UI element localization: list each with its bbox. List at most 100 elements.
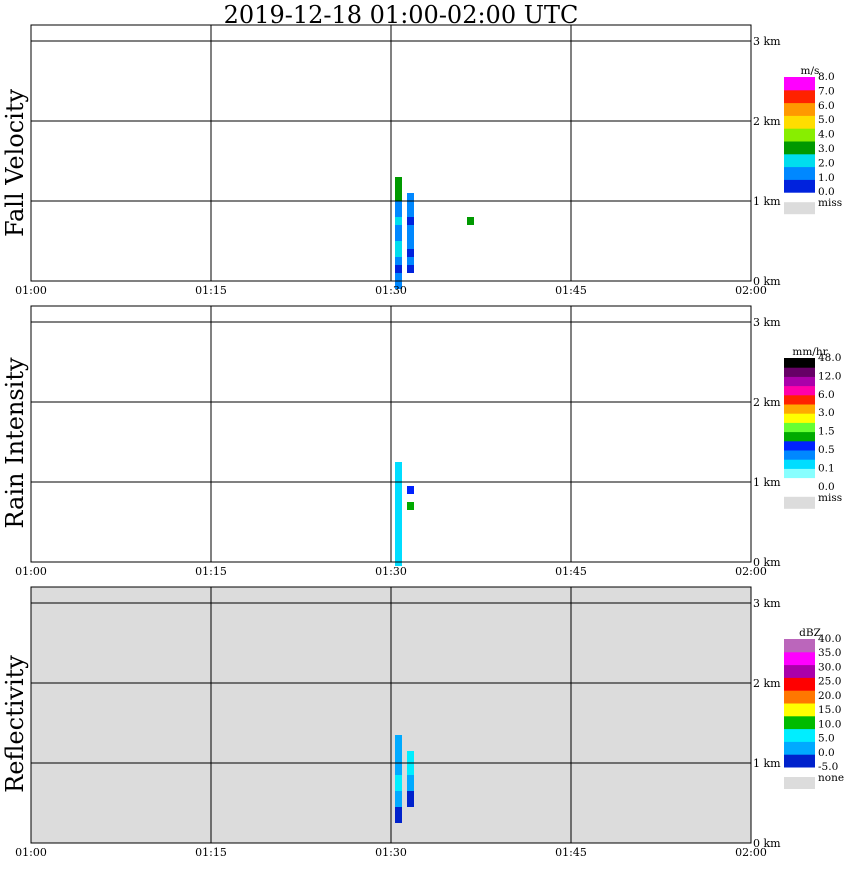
x-tick-label: 01:45 bbox=[555, 846, 587, 859]
rain-intensity-colorbar-swatch bbox=[784, 440, 815, 451]
reflectivity-data-cell bbox=[395, 735, 402, 759]
fall-velocity-panel: Fall Velocity 01:00 01:15 01:30 01:45 02:000… bbox=[1, 24, 842, 297]
reflectivity-colorbar-label: 15.0 bbox=[818, 704, 841, 716]
reflectivity-missing-swatch bbox=[784, 777, 815, 789]
reflectivity-colorbar-swatch bbox=[784, 651, 815, 666]
fall-velocity-colorbar-swatch bbox=[784, 89, 815, 104]
rain-intensity-colorbar-label: 0.0 bbox=[818, 481, 835, 493]
y-tick-label: 2 km bbox=[753, 396, 781, 409]
rain-intensity-colorbar-swatch bbox=[784, 358, 815, 368]
x-tick-label: 01:15 bbox=[195, 846, 227, 859]
rain-intensity-colorbar-swatch bbox=[784, 422, 815, 433]
reflectivity-colorbar-swatch bbox=[784, 728, 815, 742]
reflectivity-colorbar-swatch bbox=[784, 664, 815, 678]
reflectivity-data-cell bbox=[407, 767, 414, 791]
rain-intensity-data-cell bbox=[395, 510, 402, 534]
fall-velocity-colorbar-label: 2.0 bbox=[818, 157, 835, 169]
rain-intensity-colorbar-swatch bbox=[784, 468, 815, 479]
reflectivity-colorbar-label: 0.0 bbox=[818, 747, 835, 759]
rain-intensity-colorbar-label: 0.1 bbox=[818, 462, 835, 474]
fall-velocity-data-cell bbox=[395, 177, 402, 201]
fall-velocity-data-cell bbox=[407, 193, 414, 217]
fall-velocity-colorbar-swatch bbox=[784, 166, 815, 180]
fall-velocity-colorbar-swatch bbox=[784, 179, 815, 193]
reflectivity-data-cell bbox=[407, 783, 414, 807]
reflectivity-data-cell bbox=[395, 799, 402, 823]
y-tick-label: 0 km bbox=[753, 275, 781, 288]
rain-intensity-colorbar-label: 3.0 bbox=[818, 407, 835, 419]
reflectivity-colorbar-swatch bbox=[784, 690, 815, 704]
fall-velocity-colorbar-swatch bbox=[784, 153, 815, 168]
reflectivity-colorbar-label: 30.0 bbox=[818, 661, 841, 673]
x-tick-label: 01:15 bbox=[195, 284, 227, 297]
reflectivity-colorbar-label: 5.0 bbox=[818, 733, 835, 745]
rain-intensity-data-cell bbox=[395, 526, 402, 550]
reflectivity-colorbar-swatch bbox=[784, 677, 815, 691]
rain-intensity-colorbar-swatch bbox=[784, 394, 815, 405]
y-tick-label: 1 km bbox=[753, 195, 781, 208]
x-tick-label: 01:45 bbox=[555, 284, 587, 297]
fall-velocity-data-cell bbox=[407, 225, 414, 249]
reflectivity-data-cell bbox=[395, 767, 402, 791]
y-tick-label: 2 km bbox=[753, 115, 781, 128]
fall-velocity-missing-label: miss bbox=[818, 197, 842, 209]
reflectivity-colorbar-swatch bbox=[784, 639, 815, 653]
x-tick-label: 01:00 bbox=[15, 846, 47, 859]
fall-velocity-colorbar-swatch bbox=[784, 102, 815, 116]
rain-intensity-colorbar-swatch bbox=[784, 450, 815, 460]
fall-velocity-colorbar-label: 1.0 bbox=[818, 172, 835, 184]
reflectivity-colorbar-label: 40.0 bbox=[818, 633, 841, 645]
rain-intensity-colorbar-label: 0.5 bbox=[818, 444, 835, 456]
fall-velocity-colorbar-label: 3.0 bbox=[818, 143, 835, 155]
x-tick-label: 01:00 bbox=[15, 284, 47, 297]
reflectivity-colorbar-swatch bbox=[784, 741, 815, 755]
reflectivity-missing-label: none bbox=[818, 772, 844, 784]
x-tick-label: 02:00 bbox=[735, 846, 767, 859]
reflectivity-colorbar-label: 10.0 bbox=[818, 718, 841, 730]
y-tick-label: 2 km bbox=[753, 677, 781, 690]
rain-intensity-data-cell bbox=[395, 478, 402, 502]
rain-intensity-data-cell bbox=[407, 486, 414, 494]
rain-intensity-colorbar-swatch bbox=[784, 367, 815, 377]
x-tick-label: 01:45 bbox=[555, 565, 587, 578]
fall-velocity-data-cell bbox=[467, 217, 474, 225]
rain-intensity-missing-label: miss bbox=[818, 492, 842, 504]
fall-velocity-frame bbox=[30, 24, 752, 282]
y-tick-label: 1 km bbox=[753, 757, 781, 770]
figure-title: 2019-12-18 01:00-02:00 UTC bbox=[224, 1, 579, 29]
rain-intensity-data-cell bbox=[395, 542, 402, 566]
rain-intensity-colorbar-swatch bbox=[784, 404, 815, 414]
fall-velocity-missing-swatch bbox=[784, 202, 815, 215]
reflectivity-colorbar-label: 25.0 bbox=[818, 676, 841, 688]
rain-intensity-colorbar-label: 6.0 bbox=[818, 389, 835, 401]
fall-velocity-colorbar-swatch bbox=[784, 141, 815, 155]
y-tick-label: 3 km bbox=[753, 316, 781, 329]
fall-velocity-colorbar-swatch bbox=[784, 77, 815, 91]
fall-velocity-colorbar-label: 0.0 bbox=[818, 186, 835, 198]
rain-intensity-colorbar-swatch bbox=[784, 459, 815, 469]
fall-velocity-colorbar-label: 6.0 bbox=[818, 100, 835, 112]
reflectivity-colorbar-swatch bbox=[784, 715, 815, 730]
reflectivity-colorbar-label: 35.0 bbox=[818, 647, 841, 659]
x-tick-label: 01:30 bbox=[375, 846, 407, 859]
rain-intensity-panel: Rain Intensity 01:00 01:15 01:30 01:45 02:00… bbox=[1, 305, 842, 578]
fall-velocity-colorbar-label: 5.0 bbox=[818, 114, 835, 126]
y-tick-label: 0 km bbox=[753, 837, 781, 850]
fall-velocity-colorbar-swatch bbox=[784, 115, 815, 129]
reflectivity-colorbar-unit: dBZ bbox=[799, 627, 821, 639]
rain-intensity-missing-swatch bbox=[784, 496, 815, 509]
rain-intensity-colorbar-swatch bbox=[784, 431, 815, 442]
rain-intensity-colorbar-unit: mm/hr bbox=[792, 346, 828, 358]
y-tick-label: 0 km bbox=[753, 556, 781, 569]
reflectivity-colorbar-swatch bbox=[784, 754, 815, 768]
rain-intensity-data-cell bbox=[395, 462, 402, 486]
fall-velocity-colorbar-label: 7.0 bbox=[818, 85, 835, 97]
fall-velocity-colorbar-swatch bbox=[784, 128, 815, 142]
rain-intensity-ylabel: Rain Intensity bbox=[1, 357, 29, 529]
reflectivity-frame bbox=[30, 586, 752, 844]
rain-intensity-colorbar-swatch bbox=[784, 376, 815, 387]
rain-intensity-frame bbox=[30, 305, 752, 563]
fall-velocity-colorbar-unit: m/s bbox=[801, 65, 820, 77]
rain-intensity-data-cell bbox=[395, 494, 402, 518]
x-tick-label: 01:30 bbox=[375, 284, 407, 297]
